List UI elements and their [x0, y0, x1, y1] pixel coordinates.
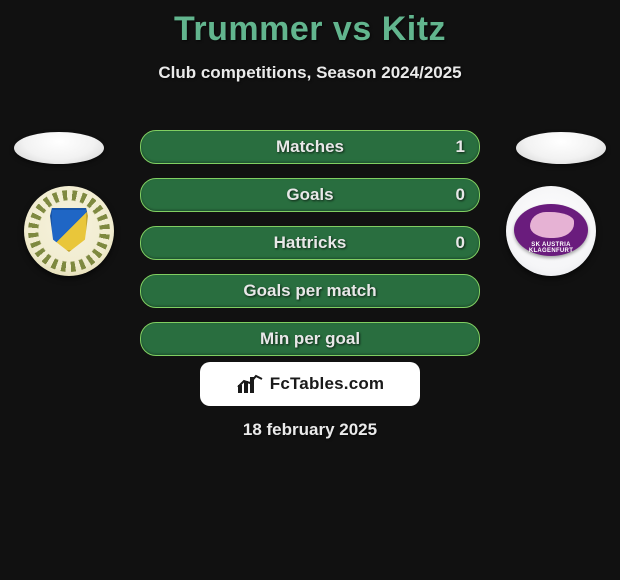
stat-row-hattricks: Hattricks 0 [140, 226, 480, 260]
bar-chart-icon [236, 373, 264, 395]
dragon-icon [530, 212, 574, 238]
competition-subtitle: Club competitions, Season 2024/2025 [0, 63, 620, 83]
club-badge-right-label: SK AUSTRIA KLAGENFURT [518, 242, 584, 254]
stat-row-goals: Goals 0 [140, 178, 480, 212]
player-photo-left [14, 132, 104, 164]
stat-label: Hattricks [141, 227, 479, 259]
stat-row-min-per-goal: Min per goal [140, 322, 480, 356]
stat-label: Goals [141, 179, 479, 211]
stats-list: Matches 1 Goals 0 Hattricks 0 Goals per … [140, 130, 480, 370]
stat-row-goals-per-match: Goals per match [140, 274, 480, 308]
stat-value-right: 1 [456, 131, 465, 163]
player-photo-right [516, 132, 606, 164]
brand-text: FcTables.com [270, 374, 385, 394]
club-badge-right: SK AUSTRIA KLAGENFURT [506, 186, 596, 276]
brand-box[interactable]: FcTables.com [200, 362, 420, 406]
page-title: Trummer vs Kitz [0, 10, 620, 49]
stat-label: Goals per match [141, 275, 479, 307]
stat-row-matches: Matches 1 [140, 130, 480, 164]
stat-value-right: 0 [456, 227, 465, 259]
comparison-card: Trummer vs Kitz Club competitions, Seaso… [0, 10, 620, 580]
club-badge-left [24, 186, 114, 276]
stat-label: Min per goal [141, 323, 479, 355]
snapshot-date: 18 february 2025 [0, 420, 620, 440]
stat-value-right: 0 [456, 179, 465, 211]
stat-label: Matches [141, 131, 479, 163]
